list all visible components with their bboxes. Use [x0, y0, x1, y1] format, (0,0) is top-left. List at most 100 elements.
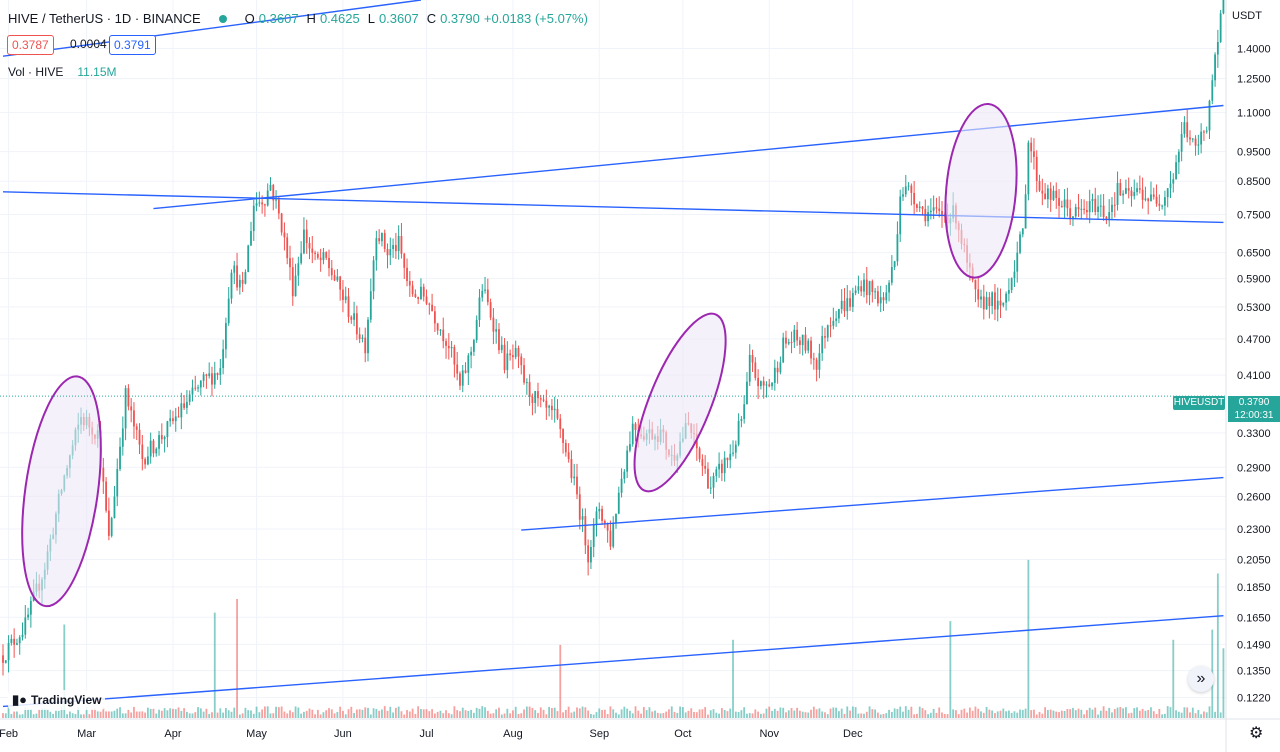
y-tick-label: 0.1650: [1237, 612, 1271, 624]
candle-body: [980, 296, 982, 300]
x-tick-label: Apr: [164, 728, 181, 740]
candle-body: [325, 252, 328, 258]
candle-body: [322, 252, 325, 261]
volume-bar: [590, 714, 592, 718]
volume-bar: [804, 712, 807, 718]
volume-bar: [968, 707, 971, 718]
volume-bar: [762, 713, 765, 718]
candle-body: [1088, 200, 1091, 213]
candle-body: [846, 298, 849, 312]
candle-body: [133, 410, 135, 427]
symbol-title[interactable]: HIVE / TetherUS · 1D · BINANCE: [8, 11, 201, 26]
candle-body: [1158, 203, 1161, 206]
volume-bar: [715, 712, 718, 718]
currency-unit[interactable]: USDT: [1232, 10, 1262, 22]
volume-bar: [1122, 708, 1125, 718]
x-tick-label: Aug: [503, 728, 523, 740]
candle-body: [715, 469, 718, 477]
volume-bar: [528, 706, 531, 718]
volume-bar: [1205, 712, 1208, 718]
volume-bar: [949, 621, 952, 718]
candle-body: [1214, 54, 1216, 81]
candle-body: [623, 471, 626, 479]
candle-body: [414, 294, 417, 298]
y-tick-label: 0.4100: [1237, 370, 1271, 382]
volume-bar: [135, 711, 138, 718]
volume-bar: [1141, 708, 1144, 718]
volume-bar: [141, 711, 144, 718]
volume-bar: [812, 706, 815, 718]
volume-bar: [1169, 707, 1172, 718]
candle-body: [1108, 212, 1111, 220]
candle-body: [1189, 137, 1191, 140]
volume-bar: [1155, 713, 1158, 718]
volume-bar: [913, 714, 916, 718]
y-tick-label: 0.7500: [1237, 210, 1271, 222]
volume-bar: [1214, 711, 1216, 718]
sell-price-button[interactable]: 0.3787: [7, 35, 54, 55]
candle-body: [459, 373, 461, 386]
candle-body: [757, 377, 760, 387]
scroll-to-realtime-button[interactable]: »: [1188, 666, 1214, 692]
candle-body: [1102, 205, 1105, 217]
settings-gear-icon[interactable]: ⚙: [1249, 725, 1264, 742]
volume-bar: [556, 711, 559, 718]
candle-body: [484, 289, 486, 291]
volume-bar: [1158, 708, 1161, 718]
candle-body: [840, 300, 843, 310]
candle-body: [782, 337, 785, 363]
volume-bar: [631, 713, 634, 718]
volume-bar: [935, 712, 938, 718]
candle-body: [1216, 41, 1219, 55]
volume-bar: [963, 708, 966, 718]
volume-bar: [1038, 711, 1041, 718]
candle-body: [27, 614, 29, 618]
candle-body: [107, 510, 110, 536]
volume-bar: [325, 710, 328, 718]
candle-body: [180, 403, 183, 418]
volume-bar: [1222, 648, 1225, 718]
candle-body: [801, 334, 804, 346]
candle-body: [779, 362, 782, 373]
volume-bar: [60, 706, 63, 718]
candle-body: [191, 387, 194, 395]
volume-bar: [946, 714, 949, 718]
volume-bar: [1161, 714, 1164, 718]
candle-body: [146, 456, 149, 465]
candle-body: [904, 186, 907, 195]
volume-bar: [567, 706, 570, 718]
candles: [2, 0, 1225, 676]
volume-bar: [236, 599, 238, 718]
volume-bar: [319, 714, 322, 718]
tradingview-logo[interactable]: ▮● TradingView: [8, 690, 106, 710]
candle-body: [985, 297, 988, 310]
candle-body: [261, 202, 264, 205]
volume-bar: [927, 714, 929, 718]
volume-bar: [634, 706, 637, 718]
volume-bar: [1077, 708, 1080, 718]
volume-bar: [406, 710, 408, 718]
volume-bar: [183, 708, 186, 718]
volume-bar: [470, 709, 473, 718]
volume-bar: [308, 708, 311, 718]
candle-body: [1085, 209, 1088, 213]
volume-bar: [24, 707, 27, 718]
volume-bar: [158, 709, 160, 718]
candle-body: [1038, 181, 1041, 191]
volume-bar: [1013, 711, 1016, 718]
volume-bar: [929, 712, 932, 718]
buy-price-button[interactable]: 0.3791: [109, 35, 156, 55]
volume-bar: [403, 714, 406, 718]
candle-body: [127, 388, 130, 407]
highlight-ellipse: [21, 375, 102, 608]
candle-body: [562, 429, 564, 444]
volume-bar: [311, 709, 314, 718]
candle-body: [762, 381, 765, 386]
candle-body: [916, 204, 918, 208]
volume-bar: [1164, 713, 1166, 718]
chevron-right-icon: »: [1196, 670, 1206, 687]
volume-bar: [771, 710, 773, 718]
candle-body: [1058, 197, 1060, 206]
candle-body: [921, 206, 924, 209]
